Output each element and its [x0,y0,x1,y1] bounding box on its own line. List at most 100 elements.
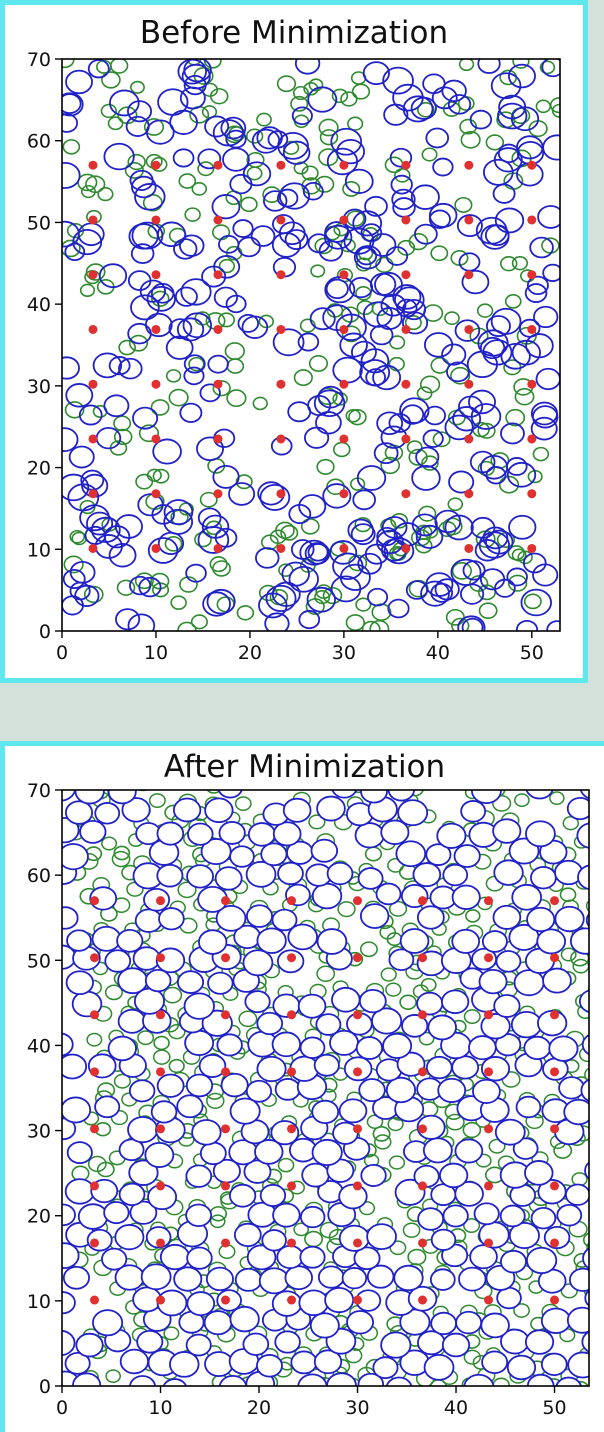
blue-particle [425,1055,453,1080]
blue-particle [394,1178,426,1206]
blue-particle [129,575,152,596]
blue-particle [480,224,510,250]
red-point [401,324,411,334]
red-point [287,1010,297,1020]
red-point [156,1124,166,1134]
blue-particle [311,1099,340,1125]
green-particle [308,355,329,372]
blue-particle [62,161,81,189]
blue-particle [62,113,79,133]
green-particle [226,389,247,408]
blue-particle [324,224,353,250]
blue-particle [301,1162,330,1188]
blue-particle [127,100,153,123]
green-particle [389,335,406,350]
blue-particle [569,1267,589,1292]
green-particle [293,1222,310,1237]
blue-particle [499,1204,526,1228]
blue-particle [247,822,276,847]
x-tick-label: 0 [56,642,68,664]
blue-particle [127,270,152,291]
green-particle [588,1376,589,1382]
blue-particle [338,1224,370,1252]
blue-particle [186,1291,216,1317]
green-particle [184,207,201,222]
blue-particle [506,567,528,587]
blue-particle [245,860,277,888]
blue-particle [220,116,247,140]
green-particle [458,59,475,72]
blue-particle [385,246,409,266]
green-particle [101,71,121,89]
green-particle [64,401,85,419]
green-particle [224,342,245,361]
green-particle [463,1218,481,1234]
green-particle [212,380,231,397]
blue-particle [62,1265,90,1290]
blue-particle [468,1035,497,1061]
blue-particle [103,525,131,549]
chart-after-panel: After Minimization 0 10 20 30 40 50 0 10 20 30 40 5… [0,741,604,1432]
blue-particle [414,223,438,245]
blue-particle [430,1228,457,1251]
blue-particle [332,552,364,580]
blue-particle [360,223,383,243]
blue-particle [163,499,194,526]
green-particle [600,1179,604,1193]
red-point [418,896,428,906]
green-particle [492,1377,510,1386]
blue-particle [541,59,560,78]
chart-title-before: Before Minimization [139,15,449,51]
blue-particle [428,209,451,229]
blue-particle [580,1078,589,1103]
blue-particle [584,1289,589,1307]
green-particle [598,1224,604,1237]
blue-particle [311,1138,343,1167]
green-particle [188,356,205,372]
blue-particle [400,404,425,425]
blue-particle [62,843,89,871]
blue-particle [524,1329,555,1355]
green-particle [197,161,215,177]
blue-particle [134,183,166,211]
blue-particle [229,1097,261,1125]
green-particle [430,245,449,262]
blue-particle [152,438,182,465]
green-particle [346,210,365,227]
green-particle [573,1252,589,1268]
red-point [276,379,286,389]
red-point [221,1295,231,1305]
green-particle [256,112,272,127]
blue-particle [138,576,162,598]
red-point [339,543,349,553]
red-point [401,270,411,280]
blue-particle [298,610,321,630]
green-particle [83,585,104,604]
blue-particle [383,103,409,126]
green-particle [134,572,154,590]
blue-particle [284,1265,313,1291]
green-particle [206,1092,225,1109]
blue-particle [309,307,336,331]
green-particle [553,1142,573,1159]
blue-particle [211,194,241,220]
red-point [353,1181,363,1191]
blue-particle [494,1118,526,1146]
blue-particle [311,882,343,910]
blue-particle [218,821,246,845]
blue-particle [205,1266,234,1292]
blue-particle [62,1053,88,1080]
blue-particle [168,318,193,340]
blue-particle [508,837,540,865]
green-particle [308,768,323,781]
red-point [276,160,286,170]
blue-particle [317,1265,345,1289]
blue-particle [174,286,198,307]
y-tick-label: 40 [27,1035,51,1057]
blue-particle [350,523,376,546]
blue-particle [288,503,312,525]
green-particle [585,900,589,912]
blue-particle [511,883,542,911]
blue-particle [431,86,458,110]
green-particle [385,982,402,997]
